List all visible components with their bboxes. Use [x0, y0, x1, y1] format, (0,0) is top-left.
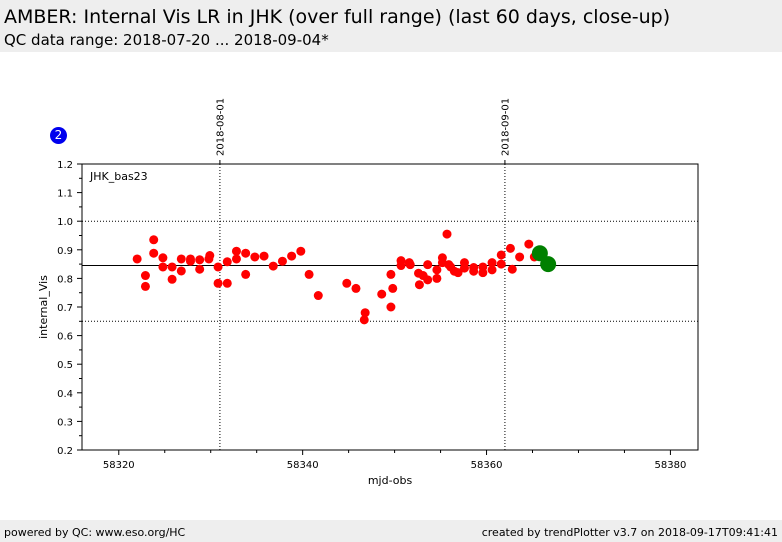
data-point: [213, 278, 223, 288]
y-tick-label: 1.1: [57, 189, 73, 200]
header-bar: AMBER: Internal Vis LR in JHK (over full…: [0, 0, 782, 52]
data-point: [205, 251, 215, 261]
data-point: [507, 264, 517, 274]
highlight-point: [531, 245, 548, 262]
data-point: [377, 289, 387, 299]
data-point: [515, 252, 525, 262]
data-point: [423, 275, 433, 285]
date-marker-label: 2018-08-01: [215, 98, 226, 156]
data-point: [222, 257, 232, 267]
axis-ticks-layer: 2018-08-01 2018-09-01 58320 58340 58360 58380…: [57, 98, 686, 471]
x-axis-label: mjd-obs: [368, 474, 413, 487]
y-tick-label: 0.9: [57, 246, 73, 257]
data-point: [453, 268, 463, 278]
data-point: [241, 269, 251, 279]
x-tick-label: 58340: [287, 460, 319, 471]
page-subtitle: QC data range: 2018-07-20 ... 2018-09-04…: [4, 31, 329, 49]
data-point: [496, 259, 506, 269]
data-point: [231, 246, 241, 256]
footer-generator: created by trendPlotter v3.7 on 2018-09-…: [481, 526, 778, 539]
data-point: [158, 253, 168, 263]
data-point: [496, 250, 506, 260]
data-point: [231, 254, 241, 264]
data-point: [149, 235, 159, 245]
y-tick-label: 1.2: [57, 160, 73, 171]
data-point: [167, 274, 177, 284]
data-point: [487, 265, 497, 275]
scatter-chart: 2018-08-01 2018-09-01 58320 58340 58360 58380…: [37, 98, 699, 487]
y-tick-label: 0.6: [57, 332, 73, 343]
data-point: [313, 291, 323, 301]
data-point: [386, 269, 396, 279]
footer-bar: powered by QC: www.eso.org/HC created by…: [0, 520, 782, 542]
x-tick-label: 58320: [103, 460, 135, 471]
data-point: [469, 266, 479, 276]
data-point: [360, 308, 370, 318]
data-point: [259, 251, 269, 261]
data-point: [414, 280, 424, 290]
data-point: [167, 262, 177, 272]
data-point: [524, 239, 534, 249]
data-point: [442, 229, 452, 239]
data-points-layer: [132, 229, 557, 325]
highlight-point: [540, 256, 557, 273]
data-point: [268, 261, 278, 271]
data-point: [432, 273, 442, 283]
data-point: [213, 262, 223, 272]
data-point: [423, 260, 433, 270]
page-title: AMBER: Internal Vis LR in JHK (over full…: [4, 6, 671, 28]
y-axis-label: internal_Vis: [37, 275, 50, 339]
data-point: [478, 268, 488, 278]
footer-credit: powered by QC: www.eso.org/HC: [4, 526, 186, 539]
data-point: [351, 283, 361, 293]
data-point: [459, 263, 469, 273]
data-point: [195, 264, 205, 274]
data-point: [487, 258, 497, 268]
data-point: [132, 254, 142, 264]
chart-annotation: JHK_bas23: [89, 170, 148, 183]
x-tick-label: 58360: [471, 460, 503, 471]
x-tick-label: 58380: [655, 460, 687, 471]
data-point: [250, 252, 260, 262]
data-point: [388, 283, 398, 293]
data-point: [405, 260, 415, 270]
data-point: [222, 278, 232, 288]
y-tick-label: 0.5: [57, 360, 73, 371]
data-point: [176, 254, 186, 264]
y-tick-label: 1.0: [57, 217, 73, 228]
data-point: [277, 256, 287, 266]
data-point: [386, 302, 396, 312]
data-point: [287, 251, 297, 261]
data-point: [176, 266, 186, 276]
data-point: [195, 255, 205, 265]
data-point: [396, 261, 406, 271]
data-point: [432, 265, 442, 275]
date-marker-label: 2018-09-01: [500, 98, 511, 156]
data-point: [342, 278, 352, 288]
data-point: [296, 246, 306, 256]
data-point: [149, 248, 159, 258]
data-point: [304, 269, 314, 279]
data-point: [140, 281, 150, 291]
y-tick-label: 0.2: [57, 446, 73, 457]
plot-number-badge: 2: [50, 127, 67, 144]
data-point: [241, 248, 251, 258]
data-point: [158, 262, 168, 272]
data-point: [505, 243, 515, 253]
y-tick-label: 0.8: [57, 274, 73, 285]
y-tick-label: 0.4: [57, 389, 73, 400]
data-point: [185, 256, 195, 266]
data-point: [140, 271, 150, 281]
grid-layer: [82, 164, 698, 450]
data-point: [359, 315, 369, 325]
y-tick-label: 0.3: [57, 417, 73, 428]
y-tick-label: 0.7: [57, 303, 73, 314]
